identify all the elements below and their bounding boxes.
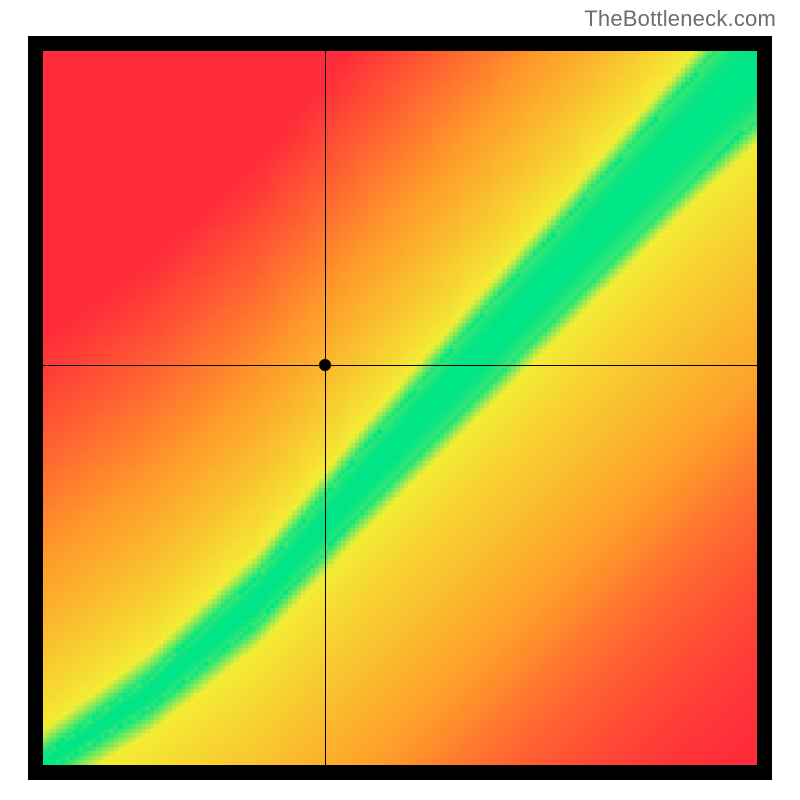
plot-frame (28, 36, 772, 780)
crosshair-horizontal (43, 365, 757, 366)
root: TheBottleneck.com (0, 0, 800, 800)
watermark-text: TheBottleneck.com (584, 6, 776, 32)
marker-dot (319, 359, 331, 371)
heatmap-canvas (43, 51, 757, 765)
plot-inner (43, 51, 757, 765)
crosshair-vertical (325, 51, 326, 765)
